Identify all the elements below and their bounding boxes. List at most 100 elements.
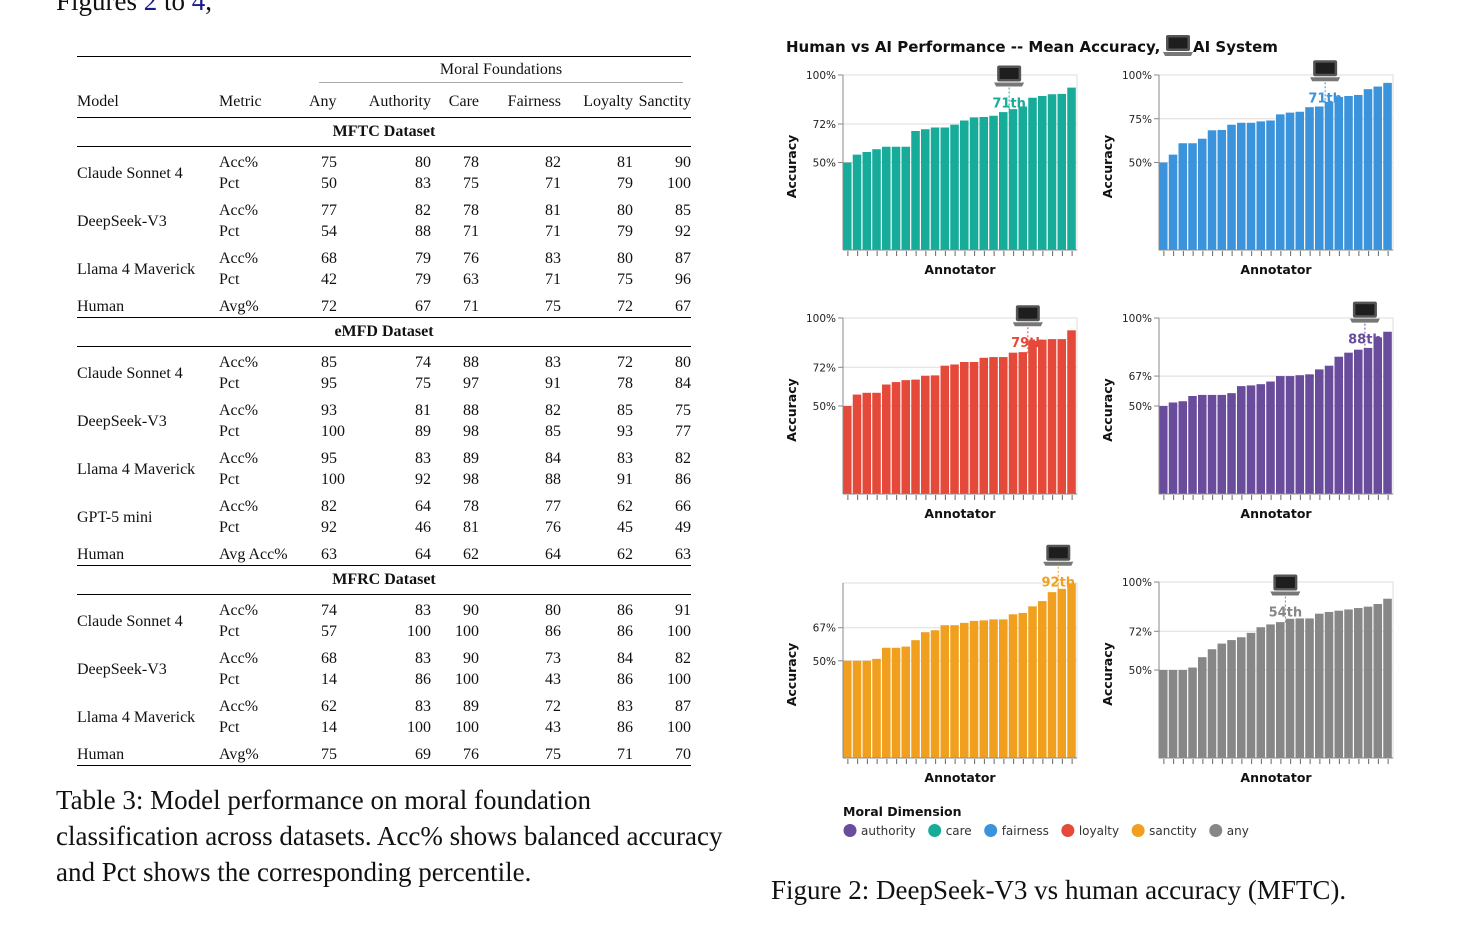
cell-value: 100 (407, 719, 431, 736)
column-header: Fairness (507, 92, 561, 110)
cell-value: 89 (463, 450, 479, 467)
y-tick-label: 100% (1122, 313, 1152, 325)
metric-label: Acc% (219, 202, 259, 219)
figure-link[interactable]: 4 (191, 0, 206, 16)
y-axis-label: Accuracy (1100, 135, 1115, 199)
figure-link[interactable]: 2 (143, 0, 158, 16)
cell-value: 89 (463, 698, 479, 715)
table-caption: Table 3: Model performance on moral foun… (56, 785, 723, 887)
bar (950, 364, 959, 494)
bar (852, 660, 862, 758)
metric-label: Pct (219, 719, 240, 736)
cell-value: 79 (415, 271, 431, 288)
bar (930, 375, 940, 494)
cell-value: 74 (415, 354, 431, 372)
legend-swatch (1061, 824, 1075, 837)
model-name: GPT-5 mini (77, 508, 153, 526)
cell-value: 84 (675, 375, 691, 392)
cell-value: 78 (617, 375, 633, 392)
legend-swatch (1131, 824, 1145, 837)
bar (1008, 352, 1018, 494)
bar (921, 375, 930, 494)
x-axis-label: Annotator (924, 770, 996, 785)
legend-item-care[interactable]: care (928, 824, 972, 838)
bar (1344, 352, 1353, 494)
x-axis-label: Annotator (1240, 506, 1312, 521)
metric-label: Avg% (219, 297, 259, 315)
legend-label: any (1227, 824, 1249, 838)
column-header: Sanctity (638, 92, 691, 110)
cell-value: 89 (415, 423, 431, 440)
column-header: Authority (368, 92, 431, 110)
bar (1038, 96, 1047, 250)
bar (1198, 394, 1207, 494)
ai-percentile-label: 54th (1269, 605, 1303, 620)
bar (1295, 375, 1305, 494)
cell-value: 85 (617, 402, 633, 419)
cell-value: 83 (545, 250, 561, 267)
cell-value: 71 (463, 297, 479, 315)
cell-value: 82 (545, 402, 561, 419)
column-header: Loyalty (583, 92, 633, 110)
cell-value: 42 (321, 271, 337, 288)
model-name: DeepSeek-V3 (77, 412, 167, 430)
legend-item-loyalty[interactable]: loyalty (1061, 824, 1119, 838)
legend-item-any[interactable]: any (1209, 824, 1249, 838)
table-row: Pct 14 86 100 43 86 100 (77, 670, 691, 691)
cell-value: 86 (617, 719, 633, 736)
cell-value: 43 (545, 671, 561, 688)
legend-item-sanctity[interactable]: sanctity (1131, 824, 1197, 838)
bar (1354, 608, 1363, 758)
bar (1285, 618, 1295, 758)
cell-value: 75 (415, 375, 431, 392)
cell-value: 68 (321, 650, 337, 667)
cell-value: 92 (675, 223, 691, 240)
bar (1266, 624, 1275, 758)
figure-title: Human vs AI Performance -- Mean Accuracy… (786, 38, 1178, 56)
cell-value: 100 (667, 671, 691, 688)
cell-value: 100 (455, 671, 479, 688)
cell-value: 81 (415, 402, 431, 419)
bar (1217, 129, 1227, 250)
reference-text: Figures 2 to 4, (56, 0, 212, 17)
bar (1159, 406, 1168, 494)
bar (1217, 394, 1227, 494)
bar (1256, 121, 1266, 250)
y-tick-label: 50% (813, 401, 836, 413)
cell-value: 90 (463, 650, 479, 667)
bar (1057, 93, 1067, 251)
bar (1295, 618, 1305, 758)
y-axis-label: Accuracy (784, 378, 799, 442)
cell-value: 79 (415, 250, 431, 267)
bar (1354, 94, 1363, 250)
chart-panel-fairness: 100% 75% 50% 71th Annotator Accuracy (1100, 60, 1394, 277)
bar (989, 619, 998, 758)
bar (852, 154, 862, 250)
bar (1067, 330, 1076, 494)
y-tick-label: 100% (1122, 577, 1152, 589)
y-tick-label: 67% (1129, 371, 1152, 383)
cell-value: 80 (675, 354, 691, 372)
legend-item-fairness[interactable]: fairness (984, 824, 1049, 838)
y-axis-label: Accuracy (784, 643, 799, 707)
cell-value: 75 (617, 271, 633, 288)
table-row: Human Avg% 75 69 76 75 71 70 (77, 739, 691, 766)
bar (979, 357, 989, 494)
cell-value: 81 (463, 519, 479, 536)
bar (969, 620, 979, 758)
bar (901, 646, 911, 758)
cell-value: 100 (455, 623, 479, 640)
cell-value: 50 (321, 175, 337, 192)
legend-item-authority[interactable]: authority (843, 824, 916, 838)
ai-percentile-label: 79th (1011, 336, 1045, 351)
cell-value: 64 (415, 545, 431, 563)
bar (1315, 613, 1324, 758)
legend-title: Moral Dimension (843, 804, 962, 819)
table-row: DeepSeek-V3 Acc% 93 81 88 82 85 75 (77, 395, 691, 430)
model-name: DeepSeek-V3 (77, 660, 167, 678)
cell-value: 91 (675, 602, 691, 620)
ai-percentile-label: 71th (1308, 91, 1342, 106)
bar (989, 115, 998, 251)
cell-value: 83 (617, 450, 633, 467)
